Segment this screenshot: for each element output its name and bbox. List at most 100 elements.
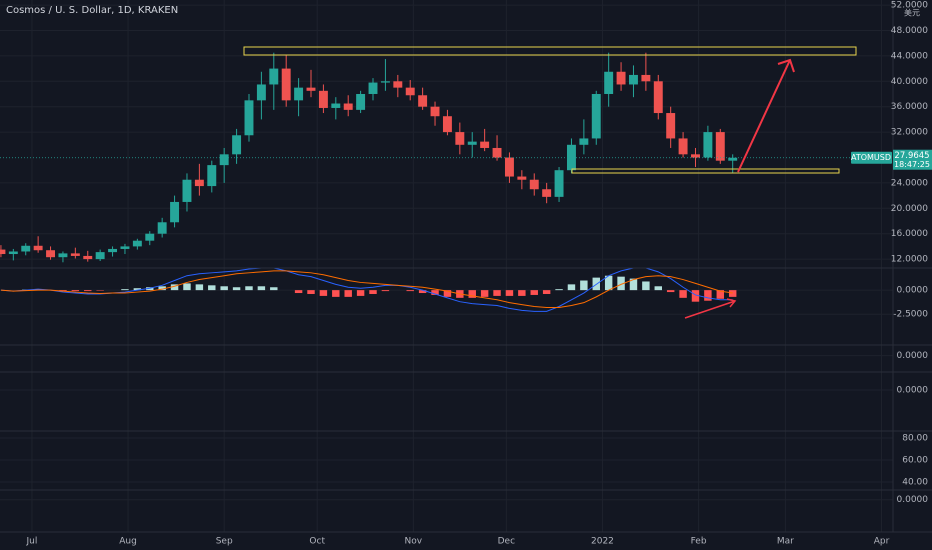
candle-body bbox=[194, 179, 204, 187]
histogram-bar bbox=[704, 290, 712, 301]
histogram-bar bbox=[406, 290, 414, 292]
histogram-bar bbox=[666, 290, 675, 293]
candle-body bbox=[33, 245, 43, 251]
y-tick-label: 80.00 bbox=[902, 434, 928, 444]
x-tick-label: Oct bbox=[309, 537, 325, 547]
histogram-bar bbox=[344, 290, 352, 297]
x-tick-label: Feb bbox=[691, 537, 707, 547]
candle-body bbox=[405, 87, 415, 96]
candle-body bbox=[566, 144, 576, 171]
candle-body bbox=[244, 100, 254, 136]
candle-body bbox=[368, 82, 378, 94]
candle-body bbox=[492, 147, 502, 158]
candle-body bbox=[455, 132, 465, 145]
histogram-bar bbox=[480, 290, 489, 297]
y-tick-label: 0.0000 bbox=[897, 351, 929, 361]
candle-body bbox=[95, 252, 105, 260]
x-tick-label: Apr bbox=[874, 537, 890, 547]
candle-body bbox=[393, 81, 403, 88]
histogram-bar bbox=[580, 280, 588, 291]
histogram-bar bbox=[530, 290, 538, 295]
y-tick-label: 20.0000 bbox=[891, 204, 928, 214]
candle-body bbox=[591, 93, 601, 139]
candle-body bbox=[0, 249, 6, 255]
histogram-bar bbox=[431, 290, 439, 295]
price-tag bbox=[893, 149, 932, 170]
histogram-bar bbox=[270, 287, 278, 291]
histogram-bar bbox=[369, 290, 377, 294]
signal-line bbox=[0, 270, 733, 308]
histogram-bar bbox=[443, 290, 452, 297]
histogram-bar bbox=[654, 286, 662, 291]
candle-body bbox=[157, 222, 167, 234]
candle-body bbox=[678, 138, 688, 155]
histogram-bar bbox=[505, 290, 514, 296]
histogram-bar bbox=[220, 286, 228, 291]
candle-body bbox=[554, 170, 564, 197]
histogram-bar bbox=[691, 290, 700, 302]
candle-body bbox=[343, 103, 353, 110]
histogram-bar bbox=[629, 278, 638, 291]
arrow bbox=[684, 300, 736, 319]
candle-body bbox=[442, 116, 452, 133]
x-tick-label: Sep bbox=[216, 537, 233, 547]
candle-body bbox=[145, 233, 155, 241]
y-tick-label: 24.0000 bbox=[891, 178, 928, 188]
candle-body bbox=[641, 74, 651, 82]
candle-body bbox=[629, 74, 638, 85]
arrow-head bbox=[777, 58, 795, 73]
y-tick-label: 40.0000 bbox=[891, 77, 928, 87]
histogram-bar bbox=[158, 286, 166, 291]
candle-body bbox=[318, 90, 328, 108]
histogram-bar bbox=[493, 290, 501, 296]
candle-body bbox=[219, 154, 229, 166]
candle-body bbox=[108, 248, 118, 253]
histogram-bar bbox=[245, 286, 253, 291]
candle-body bbox=[715, 132, 725, 161]
y-tick-label: 0.0000 bbox=[897, 495, 929, 505]
histogram-bar bbox=[617, 276, 625, 291]
histogram-bar bbox=[542, 290, 551, 294]
candle-body bbox=[380, 81, 390, 83]
candle-body bbox=[356, 93, 366, 110]
y-tick-label: 0.0000 bbox=[897, 386, 929, 396]
y-tick-label: 40.00 bbox=[902, 477, 928, 487]
histogram-bar bbox=[257, 286, 266, 291]
candle-body bbox=[653, 81, 663, 114]
histogram-bar bbox=[381, 290, 390, 292]
histogram-bar bbox=[170, 284, 179, 291]
histogram-bar bbox=[183, 283, 191, 291]
countdown-label: 18:47:25 bbox=[894, 160, 930, 169]
candle-body bbox=[269, 68, 279, 85]
candle-body bbox=[207, 165, 217, 187]
support-box bbox=[571, 168, 840, 174]
histogram-bar bbox=[294, 290, 303, 294]
candle-body bbox=[504, 157, 514, 177]
candle-body bbox=[517, 176, 527, 180]
candle-body bbox=[83, 255, 93, 260]
macd-line bbox=[0, 267, 733, 312]
candle-body bbox=[666, 113, 676, 139]
histogram-bar bbox=[232, 287, 241, 291]
candle-body bbox=[430, 106, 440, 117]
candle-body bbox=[480, 141, 490, 148]
y-tick-label: 16.0000 bbox=[891, 229, 928, 239]
y-tick-label: 48.0000 bbox=[891, 26, 928, 36]
arrow bbox=[737, 59, 791, 173]
x-tick-label: Mar bbox=[777, 537, 794, 547]
candle-body bbox=[8, 251, 18, 255]
histogram-bar bbox=[133, 288, 142, 291]
histogram-bar bbox=[356, 290, 365, 296]
candle-body bbox=[170, 201, 180, 223]
candle-body bbox=[232, 135, 242, 155]
histogram-bar bbox=[642, 281, 650, 291]
histogram-bar bbox=[319, 290, 328, 296]
candle-body bbox=[331, 103, 341, 108]
histogram-bar bbox=[121, 289, 129, 291]
candle-body bbox=[604, 71, 614, 94]
candle-body bbox=[418, 95, 428, 107]
chart-title: Cosmos / U. S. Dollar, 1D, KRAKEN bbox=[6, 5, 178, 16]
histogram-bar bbox=[332, 290, 340, 297]
